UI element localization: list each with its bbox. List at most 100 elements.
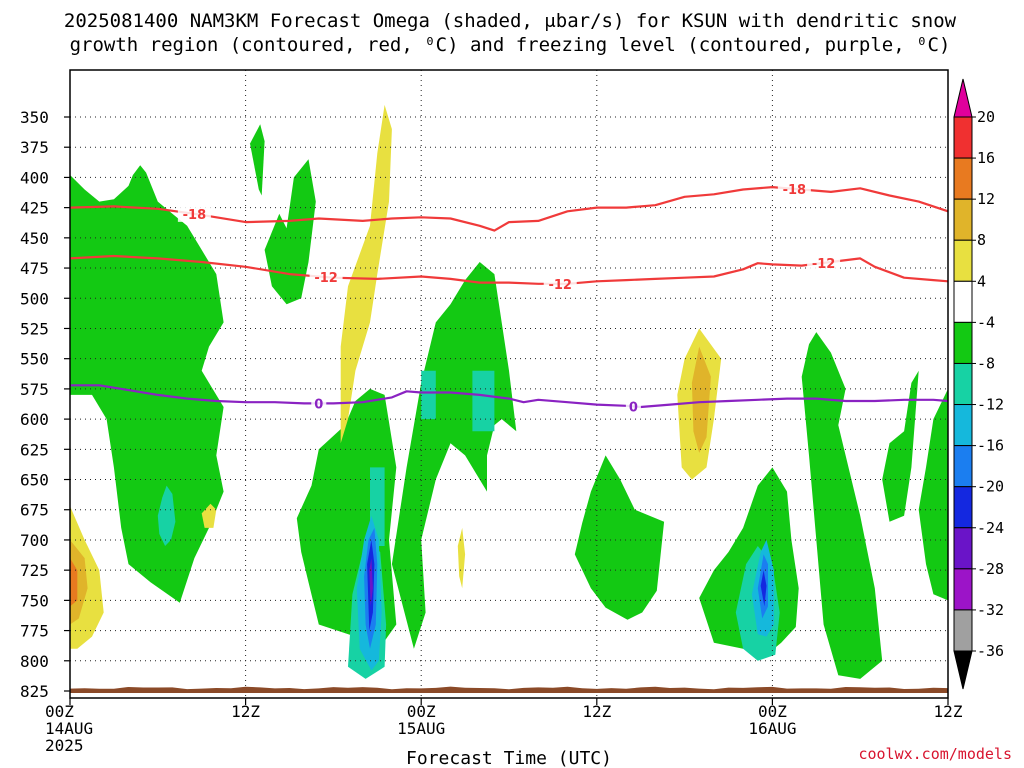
y-tick-label-650: 650 bbox=[20, 471, 49, 490]
y-tick-label-575: 575 bbox=[20, 380, 49, 399]
omega-region--4-0 bbox=[70, 165, 224, 603]
colorbar-swatch-8 bbox=[953, 404, 973, 447]
colorbar-swatch-5 bbox=[953, 280, 973, 323]
y-tick-label-800: 800 bbox=[20, 652, 49, 671]
contour-line--18 bbox=[70, 186, 948, 232]
plot-frame bbox=[69, 69, 949, 699]
colorbar-label-6: -8 bbox=[977, 354, 995, 372]
colorbar-label-2: 12 bbox=[977, 190, 995, 208]
credit-text[interactable]: coolwx.com/models bbox=[858, 745, 1012, 763]
colorbar-swatch-9 bbox=[953, 445, 973, 488]
omega-region--4-8 bbox=[918, 388, 948, 601]
colorbar-swatch-12 bbox=[953, 568, 973, 611]
y-tick-label-600: 600 bbox=[20, 410, 49, 429]
y-axis: 350 375 400 425 450 475 500 525 550 575 600 625 650 6… bbox=[20, 108, 70, 701]
x-tick-label-24-0: 00Z bbox=[407, 702, 436, 721]
omega-region--4-5 bbox=[574, 455, 665, 620]
title-line-1: 2025081400 NAM3KM Forecast Omega (shaded… bbox=[64, 10, 957, 32]
x-tick-label-36-0: 12Z bbox=[582, 702, 611, 721]
temperature-contours: -18 -18 -12 -12 -12 0 0 bbox=[70, 180, 948, 415]
y-tick-label-425: 425 bbox=[20, 199, 49, 218]
colorbar-swatch-2 bbox=[953, 157, 973, 200]
contour-label--12-0: -12 bbox=[314, 271, 338, 286]
contour-line--12 bbox=[70, 254, 948, 285]
colorbar-swatch-11 bbox=[953, 527, 973, 570]
x-tick-label-48-0: 00Z bbox=[758, 702, 787, 721]
x-tick-label-0-2: 2025 bbox=[45, 736, 84, 755]
omega-region-4-25 bbox=[340, 104, 392, 444]
colorbar-swatch-13 bbox=[953, 609, 973, 652]
colorbar-label-1: 16 bbox=[977, 149, 995, 167]
contour-line-0 bbox=[70, 384, 948, 409]
y-tick-label-350: 350 bbox=[20, 108, 49, 127]
colorbar-label-4: 4 bbox=[977, 272, 986, 290]
x-tick-label-24-1: 15AUG bbox=[397, 719, 445, 738]
x-axis-title: Forecast Time (UTC) bbox=[406, 748, 612, 768]
colorbar-swatch-4 bbox=[953, 239, 973, 282]
x-tick-label-48-1: 16AUG bbox=[748, 719, 796, 738]
colorbar-label-3: 8 bbox=[977, 231, 986, 249]
omega-region-8-28 bbox=[70, 539, 88, 625]
x-tick-label-0-1: 14AUG bbox=[45, 719, 93, 738]
x-tick-label-0-0: 00Z bbox=[45, 702, 74, 721]
omega-region-4-26 bbox=[457, 527, 466, 589]
y-tick-label-700: 700 bbox=[20, 531, 49, 550]
contour-label--18-1: -18 bbox=[783, 183, 807, 198]
colorbar-label-0: 20 bbox=[977, 108, 995, 126]
y-tick-label-525: 525 bbox=[20, 319, 49, 338]
colorbar-label-13: -36 bbox=[977, 642, 1004, 660]
omega-region--8-13 bbox=[421, 370, 436, 420]
contour-label--18-0: -18 bbox=[183, 208, 207, 223]
terrain-fill bbox=[70, 686, 948, 693]
colorbar-label-9: -20 bbox=[977, 478, 1004, 496]
contour-label-0-0: 0 bbox=[314, 397, 323, 412]
colorbar-label-11: -28 bbox=[977, 560, 1004, 578]
omega-region--8-10 bbox=[157, 485, 176, 546]
colorbar-label-8: -16 bbox=[977, 437, 1004, 455]
contour-label-bg bbox=[625, 398, 641, 415]
contour-label-0-1: 0 bbox=[629, 400, 638, 415]
colorbar-swatch-3 bbox=[953, 198, 973, 241]
y-tick-label-375: 375 bbox=[20, 138, 49, 157]
y-tick-label-825: 825 bbox=[20, 682, 49, 701]
y-tick-label-675: 675 bbox=[20, 501, 49, 520]
colorbar: 20 16 12 8 4 -4 -8 -12 -16 -20 -24 -28 -32 -36 bbox=[953, 78, 1004, 690]
contour-label-bg bbox=[177, 205, 211, 222]
omega-shading bbox=[70, 104, 948, 679]
contour-label--12-2: -12 bbox=[812, 257, 836, 272]
omega-region--4-1 bbox=[264, 159, 316, 305]
colorbar-label-12: -32 bbox=[977, 601, 1004, 619]
contour-label-bg bbox=[543, 275, 577, 292]
x-tick-label-60-0: 12Z bbox=[934, 702, 963, 721]
y-tick-label-750: 750 bbox=[20, 591, 49, 610]
x-tick-label-12-0: 12Z bbox=[231, 702, 260, 721]
contour-label-bg bbox=[309, 269, 343, 286]
colorbar-label-10: -24 bbox=[977, 519, 1004, 537]
colorbar-swatch-10 bbox=[953, 486, 973, 529]
contour-label--12-1: -12 bbox=[548, 278, 572, 293]
contour-label-bg bbox=[311, 395, 327, 412]
omega-region--4-7 bbox=[801, 332, 883, 679]
omega-region-8-29 bbox=[691, 346, 711, 453]
colorbar-label-5: -4 bbox=[977, 313, 995, 331]
y-tick-label-725: 725 bbox=[20, 561, 49, 580]
contour-label-bg bbox=[807, 254, 841, 271]
colorbar-swatch-6 bbox=[953, 321, 973, 364]
contour-label-bg bbox=[777, 180, 811, 197]
y-tick-label-500: 500 bbox=[20, 289, 49, 308]
colorbar-top-arrow bbox=[953, 78, 973, 118]
y-tick-label-625: 625 bbox=[20, 440, 49, 459]
colorbar-bottom-arrow bbox=[953, 650, 973, 690]
omega-region--4-9 bbox=[882, 370, 919, 522]
y-tick-label-400: 400 bbox=[20, 168, 49, 187]
colorbar-swatch-1 bbox=[953, 116, 973, 159]
colorbar-label-7: -12 bbox=[977, 396, 1004, 414]
y-tick-label-775: 775 bbox=[20, 622, 49, 641]
colorbar-swatch-7 bbox=[953, 362, 973, 406]
y-tick-label-550: 550 bbox=[20, 350, 49, 369]
y-tick-label-475: 475 bbox=[20, 259, 49, 278]
y-tick-label-450: 450 bbox=[20, 229, 49, 248]
title-line-2: growth region (contoured, red, ⁰C) and f… bbox=[70, 34, 951, 56]
